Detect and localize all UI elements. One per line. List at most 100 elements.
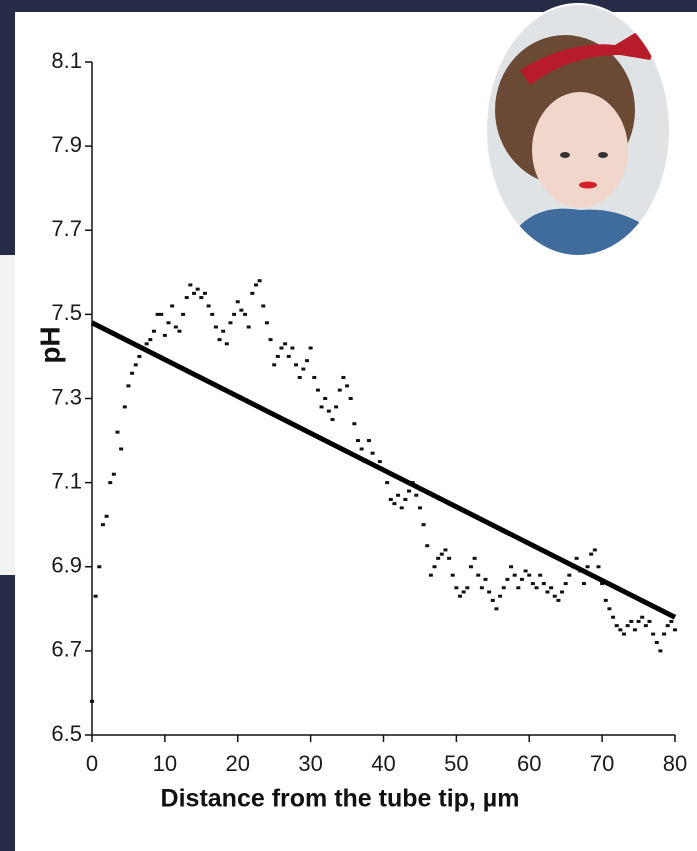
- data-point: [360, 447, 364, 450]
- data-point: [418, 506, 422, 509]
- data-point: [294, 363, 298, 366]
- data-point: [640, 616, 644, 619]
- data-point: [502, 586, 506, 589]
- data-point: [505, 578, 509, 581]
- data-point: [265, 321, 269, 324]
- data-point: [516, 586, 520, 589]
- data-point: [469, 565, 473, 568]
- data-point: [119, 447, 123, 450]
- data-point: [549, 586, 553, 589]
- data-point: [651, 633, 655, 636]
- data-point: [443, 548, 447, 551]
- data-point: [207, 304, 211, 307]
- data-point: [185, 296, 189, 299]
- data-point: [152, 330, 156, 333]
- data-point: [436, 557, 440, 560]
- data-point: [156, 313, 160, 316]
- data-point: [287, 355, 291, 358]
- data-point: [272, 363, 276, 366]
- data-point: [425, 544, 429, 547]
- data-point: [564, 582, 568, 585]
- data-point: [589, 553, 593, 556]
- data-point: [618, 628, 622, 631]
- page: {"chart_data":{"type":"scatter","x_label…: [0, 0, 697, 851]
- data-point: [309, 347, 313, 350]
- data-point: [243, 313, 247, 316]
- data-point: [484, 578, 488, 581]
- data-point: [218, 338, 222, 341]
- data-point: [673, 628, 677, 631]
- data-point: [126, 384, 130, 387]
- data-point: [134, 363, 138, 366]
- data-point: [196, 288, 200, 291]
- data-point: [451, 574, 455, 577]
- data-point: [214, 325, 218, 328]
- y-tick-label: 6.5: [51, 721, 82, 746]
- data-point: [250, 292, 254, 295]
- data-point: [509, 565, 513, 568]
- x-tick-label: 20: [226, 751, 250, 776]
- data-point: [429, 574, 433, 577]
- data-point: [622, 633, 626, 636]
- y-tick-label: 7.9: [51, 132, 82, 157]
- data-point: [228, 321, 232, 324]
- data-point: [174, 325, 178, 328]
- data-point: [542, 582, 546, 585]
- data-point: [188, 283, 192, 286]
- data-point: [145, 342, 149, 345]
- data-point: [666, 624, 670, 627]
- data-point: [615, 624, 619, 627]
- data-point: [148, 338, 152, 341]
- data-point: [465, 586, 469, 589]
- data-point: [97, 565, 101, 568]
- side-panel: [0, 255, 15, 575]
- data-point: [112, 473, 116, 476]
- data-point: [232, 313, 236, 316]
- data-point: [607, 607, 611, 610]
- x-tick-label: 80: [663, 751, 687, 776]
- data-point: [494, 607, 498, 610]
- data-point: [254, 283, 258, 286]
- data-point: [604, 599, 608, 602]
- x-tick-label: 70: [590, 751, 614, 776]
- x-tick-label: 40: [371, 751, 395, 776]
- data-point: [629, 620, 633, 623]
- data-point: [392, 502, 396, 505]
- data-point: [669, 620, 673, 623]
- data-point: [181, 313, 185, 316]
- data-point: [334, 405, 338, 408]
- data-point: [520, 578, 524, 581]
- data-point: [330, 418, 334, 421]
- data-point: [447, 557, 451, 560]
- data-point: [301, 368, 305, 371]
- data-point: [637, 620, 641, 623]
- data-point: [582, 582, 586, 585]
- data-point: [407, 490, 411, 493]
- data-point: [593, 548, 597, 551]
- data-point: [433, 565, 437, 568]
- data-point: [258, 279, 262, 282]
- data-point: [269, 338, 273, 341]
- data-point: [473, 557, 477, 560]
- y-tick-label: 7.1: [51, 468, 82, 493]
- data-point: [320, 405, 324, 408]
- data-point: [312, 376, 316, 379]
- data-point: [487, 590, 491, 593]
- data-point: [385, 481, 389, 484]
- data-point: [462, 590, 466, 593]
- data-point: [203, 292, 207, 295]
- data-point: [378, 460, 382, 463]
- data-point: [105, 515, 109, 518]
- data-point: [396, 494, 400, 497]
- data-point: [491, 599, 495, 602]
- x-tick-label: 0: [86, 751, 98, 776]
- data-point: [123, 405, 127, 408]
- data-point: [414, 494, 418, 497]
- data-point: [367, 439, 371, 442]
- x-tick-label: 50: [444, 751, 468, 776]
- y-tick-label: 8.1: [51, 48, 82, 73]
- data-point: [535, 586, 539, 589]
- data-point: [221, 330, 225, 333]
- y-tick-label: 6.7: [51, 637, 82, 662]
- data-point: [349, 397, 353, 400]
